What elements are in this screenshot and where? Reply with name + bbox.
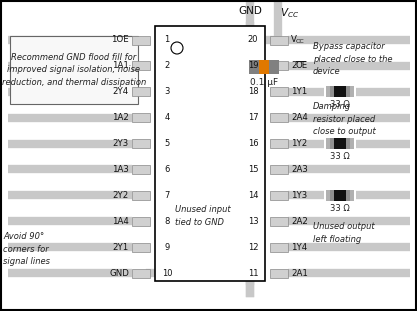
Text: 33 Ω: 33 Ω — [330, 100, 350, 109]
Bar — [132, 191, 150, 200]
Text: 1A4: 1A4 — [112, 217, 129, 226]
Text: V: V — [291, 35, 297, 44]
Text: 0.1 μF: 0.1 μF — [250, 78, 278, 87]
Bar — [270, 139, 288, 148]
Text: 15: 15 — [248, 165, 258, 174]
Text: 6: 6 — [164, 165, 170, 174]
Bar — [132, 243, 150, 252]
Text: 16: 16 — [248, 139, 258, 148]
Bar — [350, 138, 354, 149]
Bar — [334, 86, 346, 97]
Bar — [270, 165, 288, 174]
Text: 8: 8 — [164, 217, 170, 226]
Bar — [270, 217, 288, 226]
Bar — [326, 86, 330, 97]
Text: Unused output
left floating: Unused output left floating — [313, 222, 374, 244]
Text: 10: 10 — [162, 268, 172, 277]
Text: 1A3: 1A3 — [112, 165, 129, 174]
Text: 11: 11 — [248, 268, 258, 277]
Text: 2Y1: 2Y1 — [113, 243, 129, 252]
Bar — [334, 138, 346, 149]
Text: $V_{CC}$: $V_{CC}$ — [280, 6, 299, 20]
Bar — [326, 190, 354, 201]
Text: Unused input
tied to GND: Unused input tied to GND — [175, 205, 231, 227]
Text: 18: 18 — [248, 87, 258, 96]
Bar — [270, 268, 288, 277]
Bar — [132, 87, 150, 96]
Text: Avoid 90°
corners for
signal lines: Avoid 90° corners for signal lines — [3, 232, 50, 266]
Text: Bypass capacitor
placed close to the
device: Bypass capacitor placed close to the dev… — [313, 42, 392, 76]
Bar — [132, 139, 150, 148]
Bar — [270, 191, 288, 200]
Bar — [132, 61, 150, 70]
Text: 2Y3: 2Y3 — [113, 139, 129, 148]
Text: 2A1: 2A1 — [291, 268, 308, 277]
Text: CC: CC — [296, 39, 305, 44]
Bar — [259, 60, 269, 74]
Text: 1A1: 1A1 — [112, 61, 129, 70]
Text: 12: 12 — [248, 243, 258, 252]
Bar — [270, 87, 288, 96]
Text: 17: 17 — [248, 113, 258, 122]
Bar — [132, 165, 150, 174]
Bar — [155, 26, 265, 281]
Text: OE: OE — [296, 61, 308, 70]
Text: 1Y1: 1Y1 — [291, 87, 307, 96]
Text: 9: 9 — [164, 243, 170, 252]
Bar — [10, 36, 138, 104]
Text: GND: GND — [109, 268, 129, 277]
Bar — [270, 243, 288, 252]
Circle shape — [171, 42, 183, 54]
Text: 2: 2 — [291, 61, 296, 70]
Text: 14: 14 — [248, 191, 258, 200]
Bar — [326, 86, 354, 97]
Bar — [132, 35, 150, 44]
Text: 20: 20 — [248, 35, 258, 44]
Bar — [132, 217, 150, 226]
Text: 7: 7 — [164, 191, 170, 200]
Bar — [326, 138, 354, 149]
Text: 19: 19 — [248, 61, 258, 70]
Bar — [334, 190, 346, 201]
Text: 1A2: 1A2 — [112, 113, 129, 122]
Text: Damping
resistor placed
close to output: Damping resistor placed close to output — [313, 102, 376, 136]
Text: 5: 5 — [164, 139, 170, 148]
Bar — [132, 268, 150, 277]
Text: 3: 3 — [164, 87, 170, 96]
Text: Recommend GND flood fill for
improved signal isolation, noise
reduction, and the: Recommend GND flood fill for improved si… — [2, 53, 146, 87]
Bar — [350, 190, 354, 201]
Bar — [132, 113, 150, 122]
Text: 2A2: 2A2 — [291, 217, 308, 226]
Text: 1Y3: 1Y3 — [291, 191, 307, 200]
Bar — [270, 35, 288, 44]
Bar — [326, 138, 330, 149]
Text: GND: GND — [238, 6, 262, 16]
Text: 33 Ω: 33 Ω — [330, 152, 350, 161]
Bar — [249, 60, 279, 74]
Text: 33 Ω: 33 Ω — [330, 204, 350, 213]
Text: 2Y4: 2Y4 — [113, 87, 129, 96]
Text: 1OE: 1OE — [111, 35, 129, 44]
Bar — [350, 86, 354, 97]
Text: 13: 13 — [248, 217, 258, 226]
Text: 2: 2 — [164, 61, 170, 70]
Text: 1Y2: 1Y2 — [291, 139, 307, 148]
Text: 1: 1 — [164, 35, 170, 44]
Bar — [270, 61, 288, 70]
Text: 2A3: 2A3 — [291, 165, 308, 174]
Text: 4: 4 — [164, 113, 170, 122]
Bar — [326, 190, 330, 201]
Text: 2A4: 2A4 — [291, 113, 308, 122]
Text: 1Y4: 1Y4 — [291, 243, 307, 252]
Text: 2Y2: 2Y2 — [113, 191, 129, 200]
Bar — [270, 113, 288, 122]
